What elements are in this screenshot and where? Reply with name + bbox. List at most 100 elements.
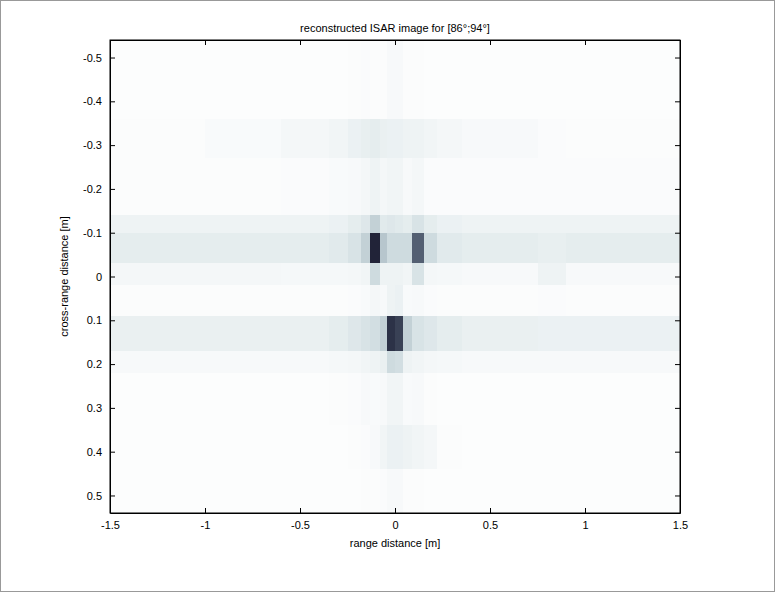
heatmap-cell [462, 119, 538, 158]
heatmap-cell [437, 285, 462, 316]
tick-mark [110, 189, 115, 190]
heatmap-cell [370, 351, 380, 373]
figure-border [1, 1, 775, 592]
heatmap-cell [566, 40, 680, 119]
tick-label: 0.5 [87, 490, 102, 502]
heatmap-cell [403, 119, 413, 158]
tick [675, 233, 680, 234]
heatmap-cell [424, 40, 437, 119]
heatmap-cell [395, 215, 403, 233]
heatmap-cell [281, 351, 329, 373]
heatmap-cell [403, 215, 413, 233]
heatmap-cell [370, 316, 380, 351]
heatmap-cell [281, 233, 329, 264]
heatmap-cell [437, 233, 462, 264]
tick-label: -1 [201, 519, 211, 531]
tick-mark [110, 101, 115, 102]
heatmap-cell [380, 425, 388, 469]
heatmap-cell [395, 469, 403, 513]
heatmap-cell [538, 233, 567, 264]
heatmap-cell [424, 373, 437, 426]
tick: 0.5 [87, 490, 115, 502]
chart-container: -1.5-1-0.500.511.5-0.5-0.4-0.3-0.2-0.100… [0, 0, 775, 592]
tick-label: 1.5 [673, 519, 688, 531]
heatmap-cell [370, 373, 380, 426]
heatmap-cell [412, 158, 423, 215]
heatmap-cell [412, 351, 423, 373]
tick-mark [205, 508, 206, 513]
heatmap-cell [566, 263, 680, 285]
tick-mark [675, 408, 680, 409]
heatmap-cell [437, 158, 462, 215]
heatmap-cell [403, 351, 413, 373]
heatmap-cell [395, 351, 403, 373]
heatmap-cell [538, 158, 567, 215]
heatmap-cell [462, 373, 538, 426]
heatmap-cell [387, 119, 395, 158]
heatmap-cell [395, 285, 403, 316]
heatmap-cell [566, 233, 680, 264]
x-axis-title: range distance [m] [350, 537, 441, 549]
heatmap-cell [361, 316, 371, 351]
heatmap-cell [380, 469, 388, 513]
tick-label: -0.5 [83, 52, 102, 64]
tick-mark [675, 58, 680, 59]
heatmap-cell [566, 373, 680, 426]
heatmap-cell [403, 469, 413, 513]
figure: -1.5-1-0.500.511.5-0.5-0.4-0.3-0.2-0.100… [0, 0, 775, 592]
heatmap-cell [348, 425, 361, 469]
tick: 0.1 [87, 314, 115, 326]
heatmap-cell [361, 373, 371, 426]
heatmap-cell [462, 425, 538, 469]
heatmap-cell [462, 316, 538, 351]
heatmap-cell [462, 469, 538, 513]
heatmap-cell [205, 119, 281, 158]
heatmap-cell [387, 158, 395, 215]
heatmap-cell [387, 285, 395, 316]
heatmap-cell [205, 425, 281, 469]
heatmap-cell [329, 316, 348, 351]
heatmap-cell [110, 351, 205, 373]
heatmap-cell [412, 425, 423, 469]
tick [675, 408, 680, 409]
heatmap-cell [566, 158, 680, 215]
tick-label: -0.4 [83, 95, 102, 107]
heatmap-cell [538, 469, 567, 513]
tick [300, 40, 301, 45]
heatmap-cell [205, 215, 281, 233]
tick: 1 [582, 508, 588, 531]
heatmap-cell [281, 469, 329, 513]
heatmap-cell [424, 215, 437, 233]
heatmap-cell [348, 316, 361, 351]
heatmap-cell [424, 316, 437, 351]
heatmap-cell [395, 425, 403, 469]
heatmap-cell [281, 425, 329, 469]
heatmap-cell [281, 285, 329, 316]
heatmap-cell [538, 215, 567, 233]
heatmap-cell [348, 215, 361, 233]
heatmap-cell [110, 373, 205, 426]
heatmap-cell [348, 233, 361, 264]
heatmap-cell [110, 425, 205, 469]
heatmap-cell [403, 373, 413, 426]
heatmap-cell [387, 215, 395, 233]
tick: -1 [201, 508, 211, 531]
heatmap-cell [395, 316, 403, 351]
heatmap-cell [387, 425, 395, 469]
tick [675, 58, 680, 59]
heatmap-cell [361, 351, 371, 373]
heatmap-cell [538, 351, 567, 373]
heatmap-cell [380, 351, 388, 373]
heatmap-cell [462, 40, 538, 119]
tick-mark [205, 40, 206, 45]
tick-mark [110, 145, 115, 146]
heatmap-cell [566, 285, 680, 316]
heatmap-cell [110, 158, 205, 215]
tick [675, 452, 680, 453]
chart-title: reconstructed ISAR image for [86°;94°] [300, 22, 490, 34]
heatmap-cell [387, 373, 395, 426]
heatmap-cell [424, 233, 437, 264]
heatmap-cell [538, 119, 567, 158]
heatmap-cell [348, 158, 361, 215]
heatmap-cell [538, 373, 567, 426]
